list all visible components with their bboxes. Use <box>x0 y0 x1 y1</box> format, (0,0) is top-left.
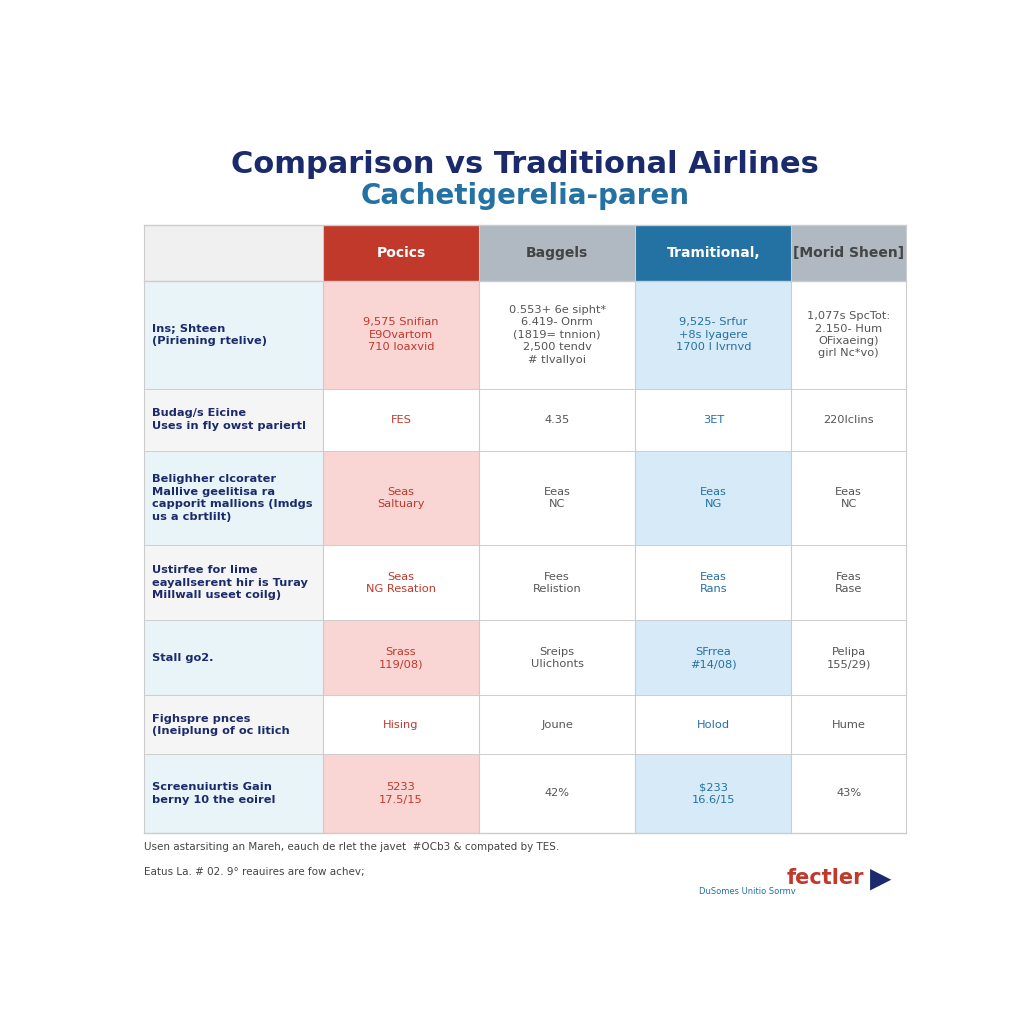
Bar <box>323 281 479 388</box>
Bar <box>143 281 323 388</box>
Bar <box>635 225 792 281</box>
Bar <box>479 451 635 545</box>
Bar <box>323 451 479 545</box>
Text: Eeas
NC: Eeas NC <box>836 486 862 509</box>
Text: Tramitional,: Tramitional, <box>667 246 760 260</box>
Bar <box>635 695 792 754</box>
Bar <box>479 225 635 281</box>
Text: 4.35: 4.35 <box>545 415 569 425</box>
Text: DuSomes Unitio Sormv: DuSomes Unitio Sormv <box>699 887 796 896</box>
Text: Fees
Relistion: Fees Relistion <box>532 571 582 594</box>
Text: Eeas
NC: Eeas NC <box>544 486 570 509</box>
Text: $233
16.6/15: $233 16.6/15 <box>691 782 735 805</box>
Text: Eeas
Rans: Eeas Rans <box>699 571 727 594</box>
Text: FES: FES <box>390 415 412 425</box>
Bar <box>323 754 479 833</box>
Bar <box>792 388 905 451</box>
Text: Belighher clcorater
Mallive geelitisa ra
capporit mallions (Imdgs
us a cbrtlilt): Belighher clcorater Mallive geelitisa ra… <box>152 474 312 521</box>
Bar <box>479 695 635 754</box>
Text: Eatus La. # 02. 9° reauires are fow achev;: Eatus La. # 02. 9° reauires are fow ache… <box>143 867 365 878</box>
Text: Holod: Holod <box>696 720 730 730</box>
Text: ▶: ▶ <box>870 864 891 892</box>
Text: Feas
Rase: Feas Rase <box>835 571 862 594</box>
Bar <box>323 225 479 281</box>
Bar <box>323 695 479 754</box>
Text: Pelipa
155/29): Pelipa 155/29) <box>826 647 870 669</box>
Bar <box>792 695 905 754</box>
Bar <box>792 281 905 388</box>
Bar <box>635 545 792 621</box>
Bar <box>479 621 635 695</box>
Text: 220lclins: 220lclins <box>823 415 873 425</box>
Bar <box>635 281 792 388</box>
Text: Baggels: Baggels <box>526 246 589 260</box>
Text: Hising: Hising <box>383 720 419 730</box>
Text: Stall go2.: Stall go2. <box>152 653 213 663</box>
Text: 3ET: 3ET <box>702 415 724 425</box>
Text: 9,575 Snifian
E9Ovartom
710 loaxvid: 9,575 Snifian E9Ovartom 710 loaxvid <box>364 317 438 352</box>
Text: 43%: 43% <box>836 788 861 799</box>
Bar <box>143 754 323 833</box>
Text: Usen astarsiting an Mareh, eauch de rlet the javet  #OCb3 & compated by TES.: Usen astarsiting an Mareh, eauch de rlet… <box>143 842 559 852</box>
Bar <box>479 281 635 388</box>
Text: Pocics: Pocics <box>377 246 426 260</box>
Bar <box>143 388 323 451</box>
Bar <box>635 388 792 451</box>
Text: Comparison vs Traditional Airlines: Comparison vs Traditional Airlines <box>230 151 819 179</box>
Bar <box>323 545 479 621</box>
Bar <box>635 754 792 833</box>
Bar <box>143 621 323 695</box>
Text: 1,077s SpcTot:
2.150- Hum
OFixaeing)
girl Nc*vo): 1,077s SpcTot: 2.150- Hum OFixaeing) gir… <box>807 311 890 358</box>
Bar <box>479 545 635 621</box>
Text: 42%: 42% <box>545 788 569 799</box>
Bar <box>479 754 635 833</box>
Text: Cachetigerelia-paren: Cachetigerelia-paren <box>360 182 689 210</box>
Bar <box>143 545 323 621</box>
Bar <box>635 451 792 545</box>
Text: [Morid Sheen]: [Morid Sheen] <box>793 246 904 260</box>
Text: fectler: fectler <box>786 868 864 888</box>
Text: Seas
NG Resation: Seas NG Resation <box>366 571 436 594</box>
Bar <box>792 545 905 621</box>
Text: Fighspre pnces
(Ineiplung of oc litich: Fighspre pnces (Ineiplung of oc litich <box>152 714 290 736</box>
Text: 9,525- Srfur
+8s lyagere
1700 I Ivrnvd: 9,525- Srfur +8s lyagere 1700 I Ivrnvd <box>676 317 752 352</box>
Text: Srass
119/08): Srass 119/08) <box>379 647 423 669</box>
Text: 0.553+ 6e sipht*
6.419- Onrm
(1819= tnnion)
2,500 tendv
# tlvallyoi: 0.553+ 6e sipht* 6.419- Onrm (1819= tnni… <box>509 305 606 365</box>
Bar <box>143 695 323 754</box>
Bar <box>792 451 905 545</box>
Bar <box>143 451 323 545</box>
Bar <box>323 388 479 451</box>
Bar <box>479 388 635 451</box>
Text: Sreips
Ulichonts: Sreips Ulichonts <box>530 647 584 669</box>
Text: 5233
17.5/15: 5233 17.5/15 <box>379 782 423 805</box>
Text: Joune: Joune <box>542 720 573 730</box>
Bar <box>792 621 905 695</box>
Bar <box>792 225 905 281</box>
Bar <box>323 621 479 695</box>
Text: Budag/s Eicine
Uses in fly owst pariertl: Budag/s Eicine Uses in fly owst pariertl <box>152 409 306 431</box>
Text: Eeas
NG: Eeas NG <box>700 486 727 509</box>
Text: Seas
Saltuary: Seas Saltuary <box>377 486 425 509</box>
Bar <box>792 754 905 833</box>
Text: Hume: Hume <box>831 720 865 730</box>
Text: Ustirfee for lime
eayallserent hir is Turay
Millwall useet coilg): Ustirfee for lime eayallserent hir is Tu… <box>152 565 307 600</box>
Text: Screenuiurtis Gain
berny 10 the eoirel: Screenuiurtis Gain berny 10 the eoirel <box>152 782 275 805</box>
Text: Ins; Shteen
(Piriening rtelive): Ins; Shteen (Piriening rtelive) <box>152 324 267 346</box>
Bar <box>635 621 792 695</box>
Bar <box>143 225 323 281</box>
Text: SFrrea
#14/08): SFrrea #14/08) <box>690 647 736 669</box>
